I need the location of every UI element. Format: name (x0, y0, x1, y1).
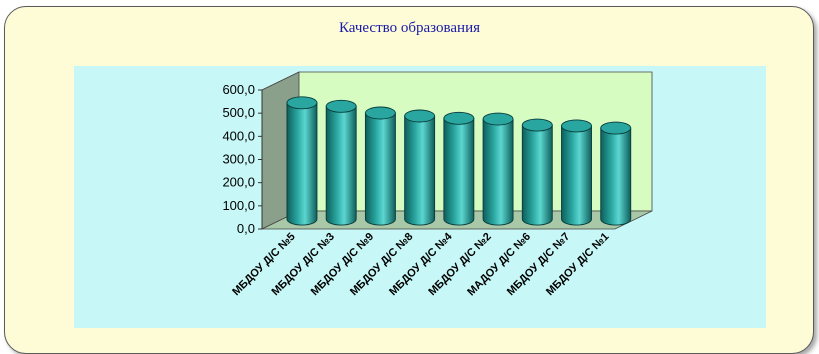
y-tick-label: 500,0 (222, 105, 255, 120)
bar (404, 115, 436, 226)
bar-top (600, 121, 632, 135)
bar (364, 112, 396, 226)
bar (325, 105, 357, 226)
y-tick-label: 0,0 (237, 221, 255, 236)
bar (443, 117, 475, 226)
bar (561, 125, 592, 226)
chart-title: Качество образования (338, 20, 480, 36)
bar-top (521, 118, 553, 132)
bar-top (286, 96, 318, 110)
y-tick-label: 300,0 (222, 152, 255, 167)
bar-top (561, 119, 592, 133)
bar-top (443, 111, 475, 125)
bar-top (482, 112, 514, 126)
bar-top (404, 109, 436, 123)
bar-top (325, 99, 357, 113)
y-tick-label: 200,0 (222, 175, 255, 190)
bar (521, 124, 553, 226)
y-tick-label: 100,0 (222, 198, 255, 213)
y-tick-label: 400,0 (222, 128, 255, 143)
y-tick-label: 600,0 (222, 82, 255, 97)
bar (600, 127, 632, 226)
bar (482, 118, 514, 226)
bar-top (364, 106, 396, 120)
bar (286, 102, 318, 226)
